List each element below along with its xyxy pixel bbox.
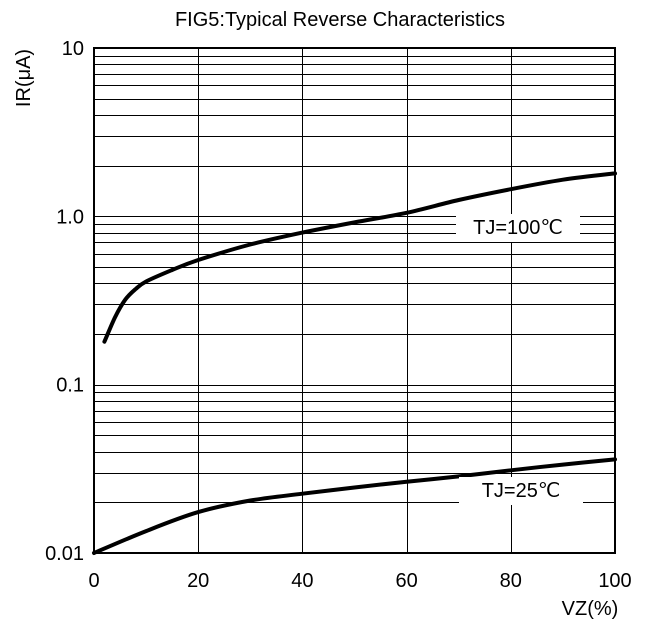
series-labels: TJ=100℃ TJ=25℃ bbox=[456, 214, 583, 505]
series-line-0 bbox=[102, 171, 617, 344]
series-label-1: TJ=25℃ bbox=[482, 480, 561, 502]
series-lines bbox=[92, 171, 617, 555]
x-tick-label: 40 bbox=[291, 570, 313, 592]
y-tick-label: 0.01 bbox=[45, 543, 84, 565]
series-label-background bbox=[459, 477, 583, 505]
y-axis-label: IR(μA) bbox=[13, 49, 35, 107]
x-tick-label: 60 bbox=[395, 570, 417, 592]
x-tick-label: 0 bbox=[88, 570, 99, 592]
x-tick-label: 100 bbox=[598, 570, 631, 592]
y-tick-label: 0.1 bbox=[56, 375, 84, 397]
chart-title: FIG5:Typical Reverse Characteristics bbox=[175, 9, 505, 31]
series-label-0: TJ=100℃ bbox=[473, 217, 563, 239]
series-label-background bbox=[456, 214, 580, 242]
tick-labels: 0 20 40 60 80 100 0.01 0.1 1.0 10 bbox=[45, 38, 632, 592]
x-tick-label: 20 bbox=[187, 570, 209, 592]
series-line-1 bbox=[92, 457, 617, 555]
plot-frame bbox=[93, 47, 616, 554]
y-tick-label: 10 bbox=[62, 38, 84, 60]
x-tick-label: 80 bbox=[500, 570, 522, 592]
y-tick-label: 1.0 bbox=[56, 206, 84, 228]
x-axis-label: VZ(%) bbox=[562, 598, 619, 620]
